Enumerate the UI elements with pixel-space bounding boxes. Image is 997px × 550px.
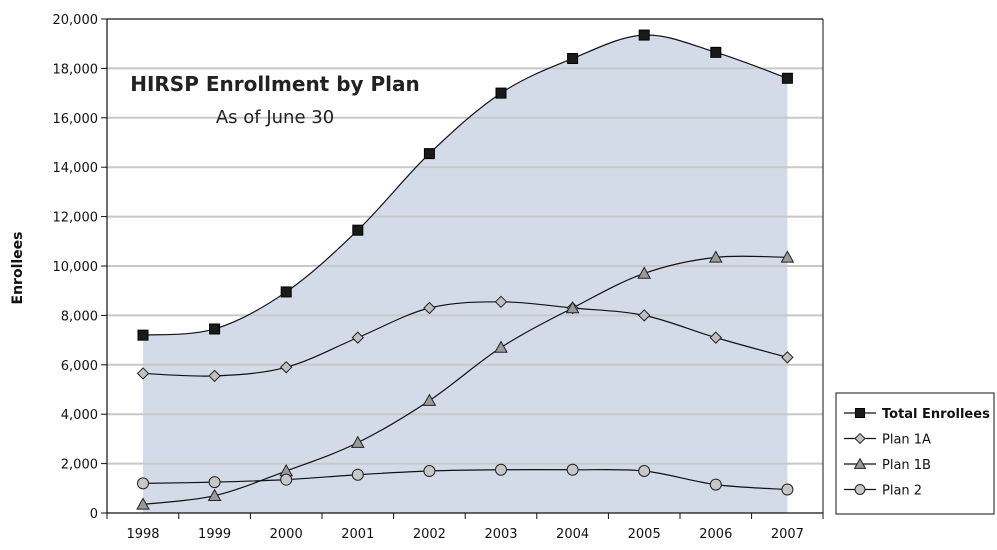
y-tick-label: 14,000 bbox=[53, 161, 99, 176]
data-point-plan-1b bbox=[136, 497, 150, 510]
x-tick-label: 2007 bbox=[771, 527, 804, 542]
legend-marker-plan-1b bbox=[853, 457, 867, 469]
data-point-plan-1a bbox=[781, 351, 794, 364]
data-point-plan-2 bbox=[208, 476, 221, 489]
y-tick-label: 16,000 bbox=[53, 112, 99, 127]
data-point-plan-2 bbox=[280, 473, 293, 486]
legend-label-plan-1a: Plan 1A bbox=[882, 433, 931, 448]
data-point-plan-1b bbox=[207, 488, 222, 502]
chart-title: HIRSP Enrollment by Plan bbox=[130, 72, 420, 96]
data-point-plan-2 bbox=[566, 463, 579, 476]
x-tick-label: 2003 bbox=[484, 527, 517, 542]
data-point-total-enrollees bbox=[567, 53, 579, 65]
data-point-plan-1a bbox=[709, 331, 723, 344]
legend-label-plan-2: Plan 2 bbox=[882, 484, 922, 499]
x-tick-label: 2005 bbox=[628, 527, 661, 542]
y-tick-label: 2,000 bbox=[61, 458, 98, 473]
data-point-plan-1b bbox=[494, 340, 508, 353]
data-point-plan-2 bbox=[423, 465, 436, 478]
series-line-plan-1b bbox=[142, 255, 788, 505]
data-point-plan-1a bbox=[351, 331, 365, 344]
y-tick-label: 12,000 bbox=[53, 211, 99, 226]
data-point-plan-1b bbox=[637, 266, 652, 279]
data-point-plan-2 bbox=[137, 477, 149, 490]
data-point-plan-2 bbox=[495, 463, 507, 476]
data-point-plan-2 bbox=[351, 468, 364, 481]
x-tick-label: 2004 bbox=[556, 527, 589, 542]
legend-marker-plan-2 bbox=[854, 484, 866, 495]
data-point-total-enrollees bbox=[352, 224, 364, 236]
data-point-total-enrollees bbox=[495, 87, 507, 99]
series-line-plan-2 bbox=[142, 468, 788, 491]
y-tick-label: 6,000 bbox=[61, 359, 98, 374]
data-point-total-enrollees bbox=[280, 286, 292, 298]
y-tick-label: 0 bbox=[90, 507, 98, 522]
data-point-plan-1b bbox=[565, 300, 580, 314]
x-tick-label: 2006 bbox=[699, 527, 732, 542]
y-tick-label: 20,000 bbox=[53, 13, 99, 28]
data-point-plan-1a bbox=[637, 309, 651, 322]
y-tick-label: 8,000 bbox=[61, 309, 98, 324]
data-point-total-enrollees bbox=[638, 29, 650, 41]
data-point-plan-1b bbox=[708, 250, 723, 263]
data-point-plan-1b bbox=[350, 435, 365, 448]
x-tick-label: 2001 bbox=[341, 527, 374, 542]
legend-marker-total-enrollees bbox=[855, 408, 865, 418]
data-point-plan-2 bbox=[638, 465, 651, 478]
chart-subtitle: As of June 30 bbox=[216, 107, 334, 128]
legend-marker-plan-1a bbox=[854, 432, 866, 445]
data-point-total-enrollees bbox=[209, 323, 221, 335]
y-axis-label: Enrollees bbox=[10, 232, 26, 305]
data-point-plan-1a bbox=[494, 295, 508, 309]
data-point-total-enrollees bbox=[710, 46, 722, 58]
data-point-plan-1a bbox=[208, 369, 221, 383]
data-point-plan-1a bbox=[136, 367, 150, 380]
data-point-plan-1b bbox=[780, 250, 795, 263]
y-tick-label: 4,000 bbox=[61, 408, 98, 423]
data-point-plan-1b bbox=[422, 393, 437, 406]
data-point-plan-2 bbox=[709, 478, 722, 491]
data-point-total-enrollees bbox=[137, 329, 149, 341]
data-point-plan-1a bbox=[423, 301, 436, 315]
series-line-plan-1a bbox=[142, 301, 788, 377]
x-tick-label: 2002 bbox=[413, 527, 446, 542]
legend-label-total-enrollees: Total Enrollees bbox=[882, 407, 990, 422]
data-point-total-enrollees bbox=[423, 148, 435, 160]
series-line-total-enrollees bbox=[142, 34, 788, 336]
x-tick-label: 2000 bbox=[270, 527, 303, 542]
data-point-total-enrollees bbox=[781, 72, 793, 84]
legend-label-plan-1b: Plan 1B bbox=[882, 458, 931, 473]
data-point-plan-1a bbox=[279, 361, 293, 374]
x-tick-label: 1999 bbox=[198, 527, 231, 542]
x-tick-label: 1998 bbox=[126, 527, 159, 542]
data-point-plan-2 bbox=[781, 483, 794, 496]
y-tick-label: 10,000 bbox=[53, 260, 99, 275]
legend: Total Enrollees Plan 1A Plan 1B Plan 2 bbox=[835, 392, 995, 515]
total-area-fill bbox=[143, 34, 788, 513]
y-tick-label: 18,000 bbox=[53, 62, 99, 77]
